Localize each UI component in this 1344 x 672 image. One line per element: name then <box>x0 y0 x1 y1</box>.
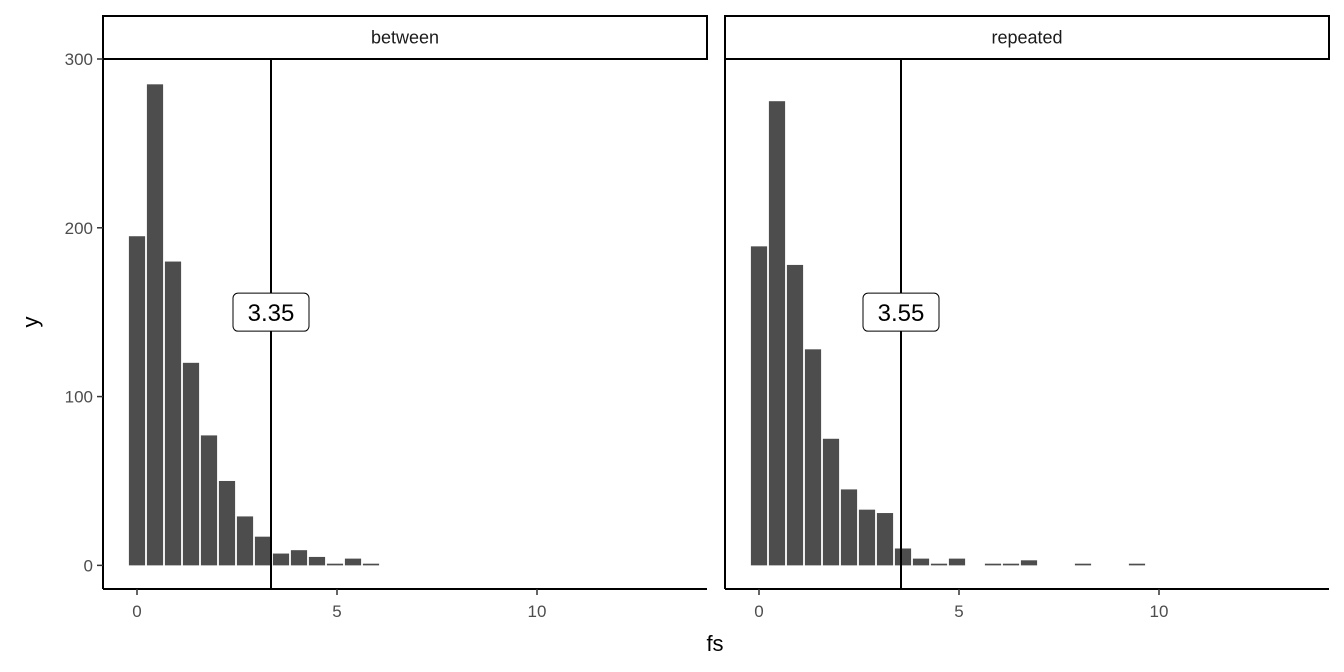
histogram-bar <box>254 536 272 566</box>
reference-label: 3.55 <box>878 300 925 327</box>
x-tick-label: 5 <box>954 602 963 621</box>
histogram-bar <box>858 509 876 566</box>
facet-strip-box <box>102 15 708 60</box>
y-tick-label: 0 <box>84 556 93 575</box>
histogram-bar <box>984 563 1002 566</box>
histogram-bar <box>290 550 308 566</box>
histogram-bar <box>308 556 326 566</box>
histogram-bar <box>362 563 380 566</box>
histogram-bar <box>218 480 236 566</box>
x-tick-label: 10 <box>1150 602 1169 621</box>
histogram-bar <box>768 101 786 566</box>
reference-label: 3.35 <box>248 300 295 327</box>
panel-repeated: repeated 3.55 0 5 10 <box>724 15 1330 621</box>
histogram-bar <box>948 558 966 566</box>
histogram-bar <box>876 513 894 566</box>
y-axis-title: y <box>18 317 43 328</box>
y-tick-label: 200 <box>65 219 93 238</box>
y-tick-label: 300 <box>65 50 93 69</box>
facet-strip-box <box>724 15 1330 60</box>
histogram-bar <box>750 246 768 566</box>
histogram-bar <box>146 84 164 566</box>
histogram-bar <box>1074 563 1092 566</box>
histogram-bar <box>182 362 200 566</box>
histogram-bar <box>912 558 930 566</box>
histogram-bar <box>840 489 858 566</box>
x-axis-title: fs <box>706 631 723 656</box>
histogram-bar <box>1020 560 1038 566</box>
reference-label-box <box>232 292 310 332</box>
x-tick-label: 10 <box>528 602 547 621</box>
histogram-bar <box>804 349 822 566</box>
reference-label-box <box>862 292 940 332</box>
histogram-bar <box>164 261 182 566</box>
x-tick-label: 0 <box>132 602 141 621</box>
histogram-bar <box>1002 563 1020 566</box>
histogram-bar <box>344 558 362 566</box>
histogram-bar <box>128 236 146 566</box>
x-tick-label: 0 <box>754 602 763 621</box>
histogram-bar <box>272 553 290 566</box>
facet-strip-label: repeated <box>991 28 1062 48</box>
histogram-bar <box>326 563 344 566</box>
histogram-bar <box>236 516 254 566</box>
histogram-bar <box>200 435 218 566</box>
facet-strip-label: between <box>371 28 439 48</box>
histogram-bar <box>894 548 912 566</box>
y-tick-label: 100 <box>65 388 93 407</box>
histogram-bar <box>1128 563 1146 566</box>
histogram-bar <box>930 563 948 566</box>
histogram-bar <box>786 264 804 566</box>
histogram-bar <box>822 438 840 566</box>
x-tick-label: 5 <box>332 602 341 621</box>
